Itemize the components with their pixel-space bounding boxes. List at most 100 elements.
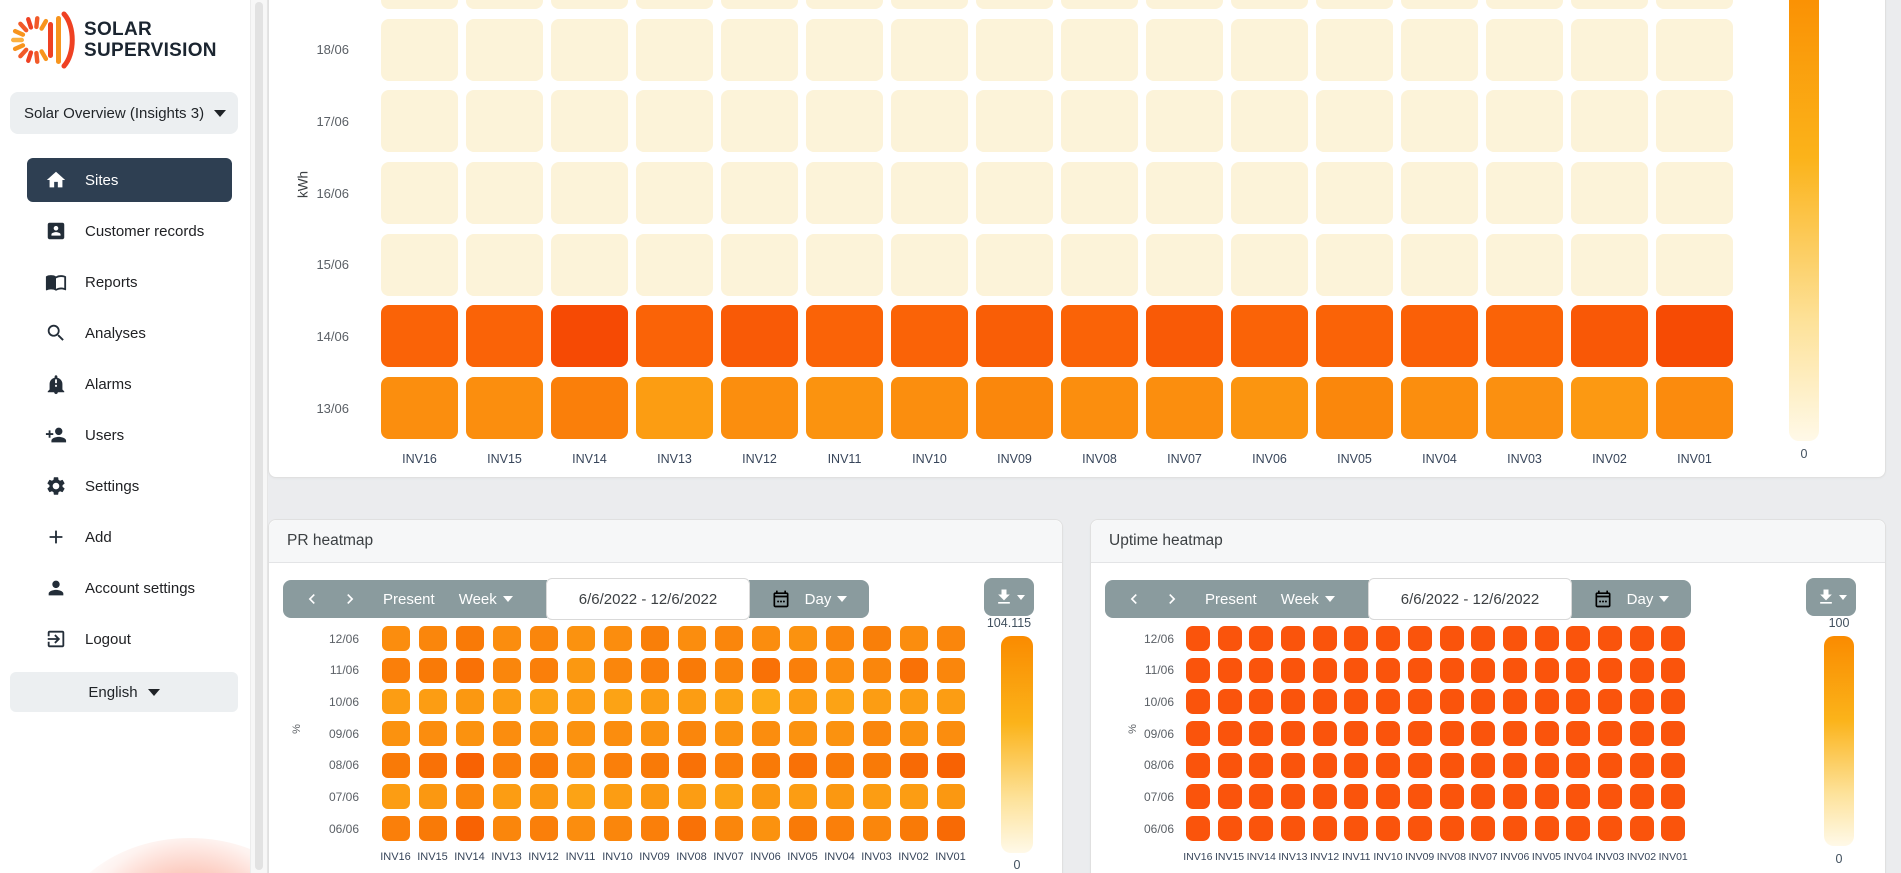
energy-cell-cut-INV10[interactable] <box>891 0 968 9</box>
pr-cell-09/06-INV15[interactable] <box>419 721 447 747</box>
uptime-cell-11/06-INV11[interactable] <box>1344 657 1369 683</box>
pr-cell-06/06-INV10[interactable] <box>604 816 632 842</box>
pr-cell-06/06-INV01[interactable] <box>937 816 965 842</box>
energy-cell-14/06-INV03[interactable] <box>1486 305 1563 368</box>
uptime-cell-08/06-INV10[interactable] <box>1376 752 1401 778</box>
energy-cell-13/06-INV09[interactable] <box>976 377 1053 440</box>
uptime-cell-09/06-INV03[interactable] <box>1597 721 1622 747</box>
energy-cell-18/06-INV03[interactable] <box>1486 18 1563 81</box>
pr-cell-08/06-INV06[interactable] <box>752 752 780 778</box>
energy-cell-14/06-INV16[interactable] <box>381 305 458 368</box>
pr-cell-08/06-INV10[interactable] <box>604 752 632 778</box>
energy-cell-16/06-INV01[interactable] <box>1656 162 1733 225</box>
pr-range-dropdown[interactable]: Week <box>459 591 513 608</box>
energy-cell-18/06-INV16[interactable] <box>381 18 458 81</box>
energy-cell-15/06-INV15[interactable] <box>466 233 543 296</box>
pr-cell-12/06-INV10[interactable] <box>604 626 632 651</box>
uptime-date-range-input[interactable] <box>1368 578 1572 620</box>
pr-cell-09/06-INV06[interactable] <box>752 721 780 747</box>
pr-cell-11/06-INV01[interactable] <box>937 657 965 683</box>
energy-cell-13/06-INV16[interactable] <box>381 377 458 440</box>
pr-cell-06/06-INV05[interactable] <box>789 816 817 842</box>
pr-cell-12/06-INV04[interactable] <box>826 626 854 651</box>
uptime-cell-08/06-INV13[interactable] <box>1281 752 1306 778</box>
energy-cell-16/06-INV13[interactable] <box>636 162 713 225</box>
uptime-cell-10/06-INV03[interactable] <box>1597 689 1622 715</box>
pr-cell-08/06-INV02[interactable] <box>900 752 928 778</box>
pr-cell-11/06-INV02[interactable] <box>900 657 928 683</box>
uptime-cell-08/06-INV01[interactable] <box>1661 752 1686 778</box>
energy-cell-18/06-INV12[interactable] <box>721 18 798 81</box>
uptime-cell-12/06-INV01[interactable] <box>1661 626 1686 651</box>
uptime-cell-10/06-INV02[interactable] <box>1629 689 1654 715</box>
uptime-cell-12/06-INV06[interactable] <box>1502 626 1527 651</box>
uptime-cell-11/06-INV13[interactable] <box>1281 657 1306 683</box>
energy-cell-cut-INV05[interactable] <box>1316 0 1393 9</box>
pr-cell-11/06-INV05[interactable] <box>789 657 817 683</box>
uptime-cell-10/06-INV06[interactable] <box>1502 689 1527 715</box>
uptime-cell-06/06-INV15[interactable] <box>1217 816 1242 842</box>
pr-cell-12/06-INV16[interactable] <box>382 626 410 651</box>
uptime-cell-12/06-INV04[interactable] <box>1566 626 1591 651</box>
uptime-cell-09/06-INV13[interactable] <box>1281 721 1306 747</box>
uptime-cell-09/06-INV04[interactable] <box>1566 721 1591 747</box>
pr-cell-07/06-INV02[interactable] <box>900 784 928 810</box>
pr-cell-06/06-INV11[interactable] <box>567 816 595 842</box>
pr-cell-12/06-INV11[interactable] <box>567 626 595 651</box>
uptime-cell-07/06-INV13[interactable] <box>1281 784 1306 810</box>
energy-cell-13/06-INV05[interactable] <box>1316 377 1393 440</box>
pr-cell-11/06-INV09[interactable] <box>641 657 669 683</box>
calendar-icon[interactable] <box>771 589 791 609</box>
uptime-cell-07/06-INV05[interactable] <box>1534 784 1559 810</box>
energy-cell-16/06-INV05[interactable] <box>1316 162 1393 225</box>
uptime-cell-12/06-INV13[interactable] <box>1281 626 1306 651</box>
uptime-cell-10/06-INV05[interactable] <box>1534 689 1559 715</box>
uptime-cell-06/06-INV13[interactable] <box>1281 816 1306 842</box>
uptime-cell-09/06-INV11[interactable] <box>1344 721 1369 747</box>
energy-cell-14/06-INV11[interactable] <box>806 305 883 368</box>
pr-cell-09/06-INV01[interactable] <box>937 721 965 747</box>
pr-cell-06/06-INV16[interactable] <box>382 816 410 842</box>
energy-cell-15/06-INV09[interactable] <box>976 233 1053 296</box>
uptime-cell-12/06-INV15[interactable] <box>1217 626 1242 651</box>
energy-cell-cut-INV04[interactable] <box>1401 0 1478 9</box>
uptime-cell-06/06-INV03[interactable] <box>1597 816 1622 842</box>
energy-cell-cut-INV03[interactable] <box>1486 0 1563 9</box>
energy-cell-cut-INV13[interactable] <box>636 0 713 9</box>
uptime-cell-07/06-INV14[interactable] <box>1249 784 1274 810</box>
energy-cell-16/06-INV03[interactable] <box>1486 162 1563 225</box>
uptime-cell-12/06-INV02[interactable] <box>1629 626 1654 651</box>
uptime-cell-09/06-INV16[interactable] <box>1186 721 1210 747</box>
uptime-cell-09/06-INV05[interactable] <box>1534 721 1559 747</box>
pr-cell-12/06-INV06[interactable] <box>752 626 780 651</box>
energy-cell-cut-INV07[interactable] <box>1146 0 1223 9</box>
uptime-cell-12/06-INV09[interactable] <box>1407 626 1432 651</box>
pr-cell-09/06-INV02[interactable] <box>900 721 928 747</box>
uptime-cell-08/06-INV12[interactable] <box>1312 752 1337 778</box>
energy-cell-18/06-INV02[interactable] <box>1571 18 1648 81</box>
uptime-cell-12/06-INV11[interactable] <box>1344 626 1369 651</box>
energy-cell-16/06-INV12[interactable] <box>721 162 798 225</box>
uptime-cell-08/06-INV15[interactable] <box>1217 752 1242 778</box>
uptime-cell-09/06-INV06[interactable] <box>1502 721 1527 747</box>
uptime-cell-08/06-INV03[interactable] <box>1597 752 1622 778</box>
pr-date-range-input[interactable] <box>546 578 750 620</box>
uptime-cell-12/06-INV10[interactable] <box>1376 626 1401 651</box>
pr-cell-12/06-INV03[interactable] <box>863 626 891 651</box>
pr-cell-11/06-INV12[interactable] <box>530 657 558 683</box>
uptime-cell-07/06-INV01[interactable] <box>1661 784 1686 810</box>
sidebar-item-settings[interactable]: Settings <box>27 464 232 508</box>
pr-cell-10/06-INV13[interactable] <box>493 689 521 715</box>
pr-cell-10/06-INV01[interactable] <box>937 689 965 715</box>
sidebar-item-logout[interactable]: Logout <box>27 617 232 661</box>
energy-cell-15/06-INV10[interactable] <box>891 233 968 296</box>
energy-cell-17/06-INV08[interactable] <box>1061 90 1138 153</box>
pr-cell-06/06-INV02[interactable] <box>900 816 928 842</box>
uptime-cell-10/06-INV13[interactable] <box>1281 689 1306 715</box>
energy-cell-cut-INV08[interactable] <box>1061 0 1138 9</box>
pr-cell-07/06-INV09[interactable] <box>641 784 669 810</box>
energy-cell-18/06-INV06[interactable] <box>1231 18 1308 81</box>
pr-cell-07/06-INV14[interactable] <box>456 784 484 810</box>
pr-cell-07/06-INV03[interactable] <box>863 784 891 810</box>
pr-cell-12/06-INV13[interactable] <box>493 626 521 651</box>
